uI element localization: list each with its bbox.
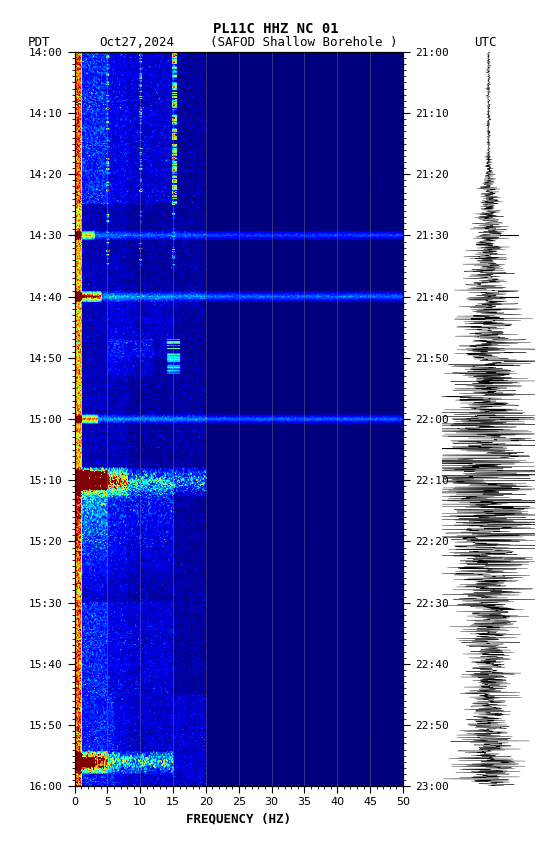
X-axis label: FREQUENCY (HZ): FREQUENCY (HZ) bbox=[186, 813, 291, 826]
Text: UTC: UTC bbox=[475, 36, 497, 49]
Text: PDT: PDT bbox=[28, 36, 50, 49]
Text: PL11C HHZ NC 01: PL11C HHZ NC 01 bbox=[213, 22, 339, 35]
Text: Oct27,2024: Oct27,2024 bbox=[99, 36, 174, 49]
Text: (SAFOD Shallow Borehole ): (SAFOD Shallow Borehole ) bbox=[210, 36, 397, 49]
